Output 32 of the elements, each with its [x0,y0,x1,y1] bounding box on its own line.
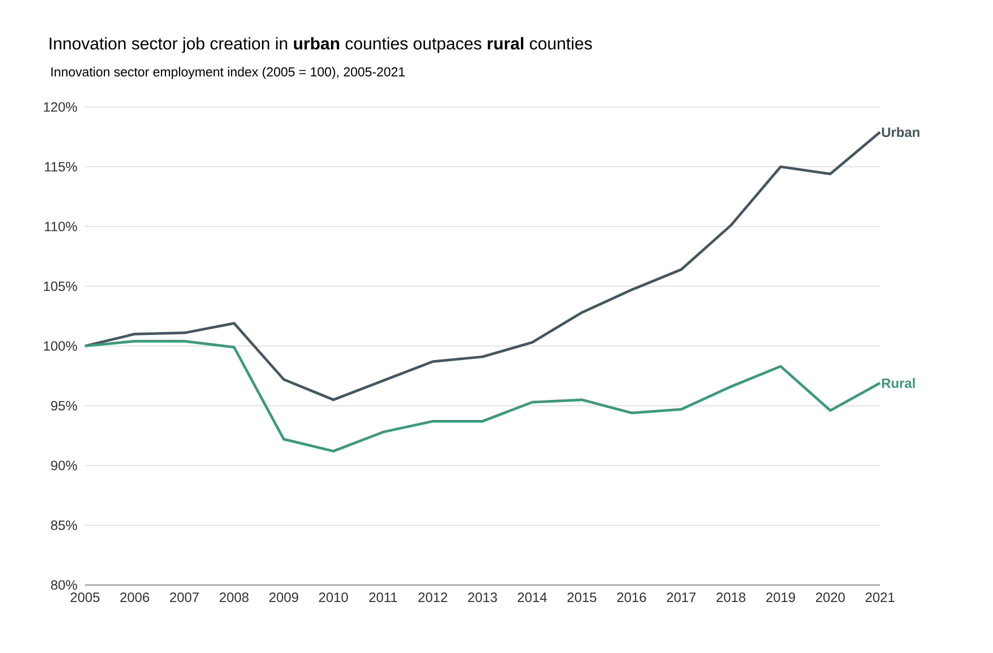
y-tick-label: 115% [44,162,77,172]
x-tick-label: 2021 [866,592,894,602]
y-tick-label: 90% [51,460,77,470]
x-tick-label: 2020 [816,592,845,602]
x-tick-label: 2019 [766,592,795,602]
x-tick-label: 2009 [269,592,298,602]
y-tick-label: 105% [44,281,77,292]
x-tick-label: 2015 [568,592,596,602]
x-tick-label: 2006 [120,592,150,602]
x-tick-label: 2005 [70,592,100,602]
x-tick-label: 2008 [220,592,248,602]
y-tick-label: 110% [44,222,77,232]
x-tick-label: 2018 [716,592,746,602]
chart-subtitle: Innovation sector employment index (2005 = 100), 2005-2021 [51,66,405,80]
y-tick-label: 85% [51,520,77,530]
chart-title: Innovation sector job creation in urban counties outpaces rural counties [50,37,592,53]
y-tick-label: 80% [51,580,77,590]
y-tick-label: 120% [44,102,77,112]
x-tick-label: 2014 [518,592,547,602]
line-series [84,130,882,402]
y-tick-label: 95% [51,400,77,411]
x-tick-label: 2013 [468,592,497,602]
x-tick-label: 2017 [666,592,696,602]
x-tick-label: 2007 [170,592,199,602]
x-tick-label: 2016 [617,592,646,602]
x-tick-label: 2011 [369,592,397,602]
series-label: Rural [882,378,915,388]
y-tick-label: 100% [44,341,77,351]
x-tick-label: 2010 [319,592,348,602]
line-series [84,340,882,452]
x-tick-label: 2012 [418,592,448,602]
series-label: Urban [882,127,920,138]
